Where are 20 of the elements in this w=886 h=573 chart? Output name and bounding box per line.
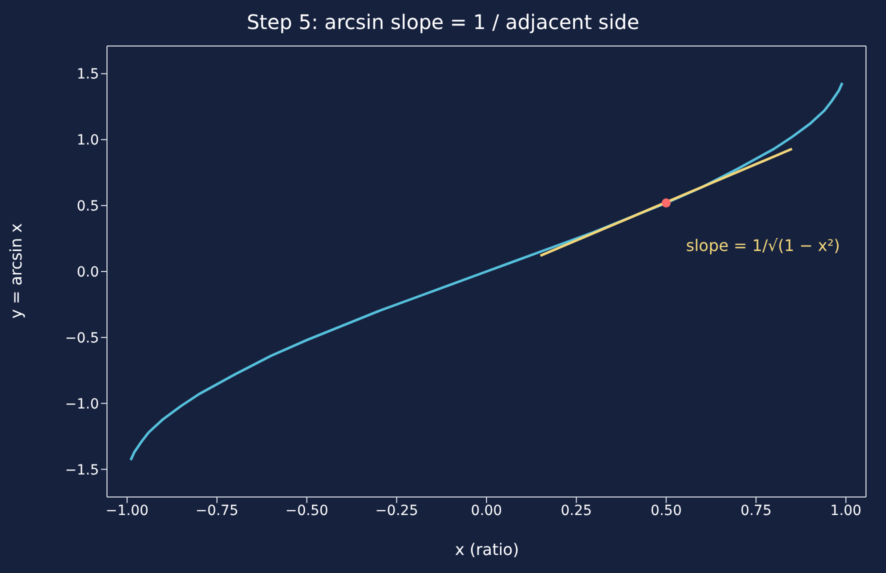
y-tick-label: −1.0 <box>65 396 99 412</box>
y-tick-label: 1.5 <box>76 66 99 83</box>
x-tick-label: 0.25 <box>560 502 592 519</box>
x-tick-label: −0.50 <box>285 502 328 519</box>
x-tick-label: −1.00 <box>106 502 149 519</box>
chart-title: Step 5: arcsin slope = 1 / adjacent side <box>246 10 640 34</box>
x-tick-label: −0.25 <box>375 502 418 519</box>
x-axis-title: x (ratio) <box>454 540 520 559</box>
y-tick-label: −0.5 <box>65 330 99 346</box>
x-tick-label: 0.00 <box>470 502 502 519</box>
annotation: slope = 1/√(1 − x²) <box>686 236 840 255</box>
x-tick-label: −0.75 <box>196 502 238 519</box>
x-tick-label: 0.50 <box>650 502 682 519</box>
y-tick-label: 1.0 <box>76 132 99 149</box>
x-tick-label: 0.75 <box>740 502 772 519</box>
y-axis-title: y = arcsin x <box>6 223 26 319</box>
y-tick-label: 0.5 <box>76 198 99 215</box>
y-tick-label: 0.0 <box>76 264 99 280</box>
x-tick-label: 1.00 <box>830 502 862 519</box>
y-tick-label: −1.5 <box>65 462 99 478</box>
